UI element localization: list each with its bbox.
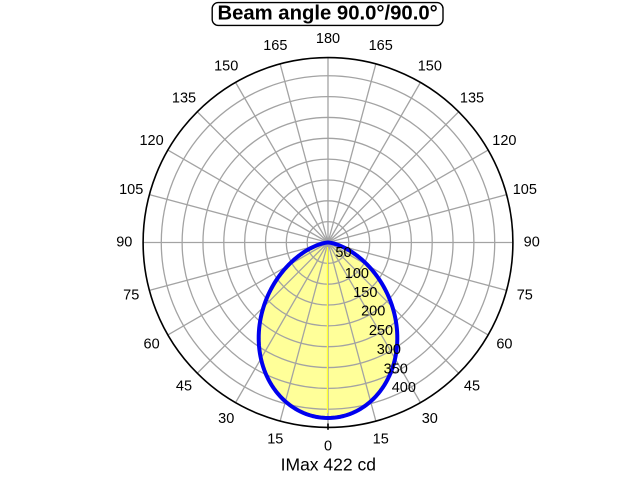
svg-text:30: 30: [422, 411, 438, 427]
svg-text:165: 165: [263, 38, 287, 54]
svg-text:15: 15: [267, 432, 283, 448]
svg-text:IMax 422 cd: IMax 422 cd: [281, 455, 376, 475]
svg-text:15: 15: [373, 432, 389, 448]
svg-text:90: 90: [116, 235, 132, 251]
svg-text:100: 100: [345, 266, 369, 282]
svg-text:350: 350: [384, 361, 408, 377]
svg-text:400: 400: [392, 380, 416, 396]
svg-text:60: 60: [496, 337, 512, 353]
svg-text:150: 150: [418, 58, 442, 74]
svg-text:45: 45: [176, 379, 192, 395]
svg-text:90: 90: [524, 235, 540, 251]
svg-text:250: 250: [369, 323, 393, 339]
svg-text:75: 75: [123, 287, 139, 303]
svg-text:75: 75: [517, 287, 533, 303]
svg-text:105: 105: [513, 182, 537, 198]
svg-text:150: 150: [353, 285, 377, 301]
svg-text:45: 45: [464, 379, 480, 395]
svg-text:300: 300: [377, 342, 401, 358]
svg-text:120: 120: [139, 133, 163, 149]
svg-text:50: 50: [335, 245, 351, 261]
svg-text:Beam angle 90.0°/90.0°: Beam angle 90.0°/90.0°: [217, 2, 437, 24]
svg-text:135: 135: [460, 91, 484, 107]
svg-text:150: 150: [214, 58, 238, 74]
svg-text:200: 200: [361, 304, 385, 320]
svg-text:165: 165: [369, 38, 393, 54]
svg-text:0: 0: [324, 438, 332, 454]
svg-text:135: 135: [172, 91, 196, 107]
svg-text:120: 120: [492, 133, 516, 149]
svg-text:60: 60: [144, 337, 160, 353]
svg-text:105: 105: [119, 182, 143, 198]
svg-text:180: 180: [316, 31, 340, 47]
svg-text:30: 30: [218, 411, 234, 427]
